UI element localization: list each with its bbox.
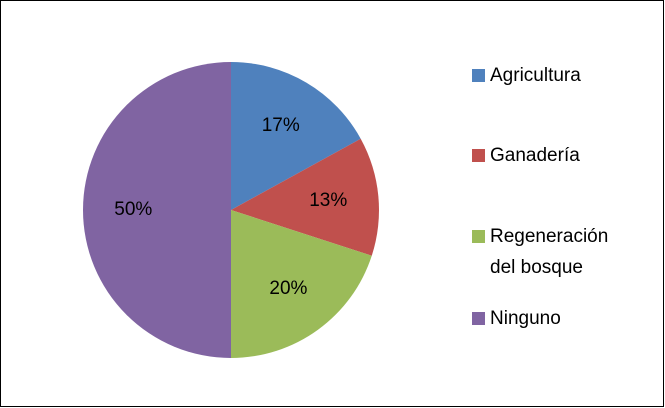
legend-swatch [472, 312, 485, 325]
legend: Agricultura Ganadería Regeneración del bos… [472, 0, 662, 408]
pie-slice [231, 62, 361, 210]
legend-label: Ganadería [490, 145, 580, 166]
legend-item: Agricultura [472, 60, 630, 91]
data-label: 13% [309, 190, 347, 211]
legend-label: Ninguno [490, 308, 561, 329]
legend-swatch [472, 230, 485, 243]
legend-item: Ganadería [472, 140, 630, 171]
legend-item: Regeneración del bosque [472, 221, 630, 283]
data-label: 17% [262, 115, 300, 136]
legend-label: Regeneración del bosque [490, 226, 609, 278]
pie-slice [231, 138, 380, 256]
data-label: 50% [114, 199, 152, 220]
pie-slice [83, 62, 231, 358]
legend-swatch [472, 69, 485, 82]
legend-label: Agricultura [490, 65, 581, 86]
legend-swatch [472, 149, 485, 162]
data-label: 20% [269, 278, 307, 299]
pie-slice [231, 210, 372, 358]
legend-item: Ninguno [472, 303, 630, 334]
